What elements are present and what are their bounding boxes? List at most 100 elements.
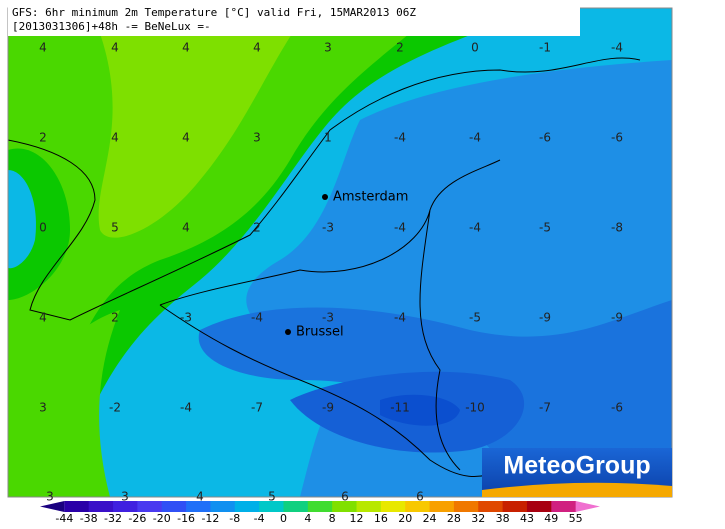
grid-value: -5 [469, 311, 481, 325]
legend-arrow [40, 501, 65, 512]
legend-swatch [453, 501, 479, 512]
legend-swatch [283, 501, 309, 512]
grid-value: -4 [469, 131, 481, 145]
grid-value: -10 [465, 401, 485, 415]
grid-value: -1 [539, 41, 551, 55]
legend-swatch [332, 501, 358, 512]
grid-value: -3 [180, 311, 192, 325]
grid-value: 3 [253, 131, 261, 145]
grid-value: 4 [253, 41, 261, 55]
legend-swatch [259, 501, 284, 512]
legend-swatch [380, 501, 406, 512]
legend-swatch [307, 501, 333, 512]
grid-value: 1 [324, 131, 332, 145]
header-line: GFS: 6hr minimum 2m Temperature [°C] val… [12, 6, 416, 19]
legend-tick-label: -44 [55, 512, 73, 525]
legend-tick-label: 24 [423, 512, 437, 525]
grid-value: 4 [111, 131, 119, 145]
legend-tick-label: -12 [201, 512, 219, 525]
legend-swatch [64, 501, 90, 512]
grid-value: 2 [253, 221, 261, 235]
grid-value: -3 [322, 221, 334, 235]
grid-value: -4 [394, 131, 406, 145]
grid-value: 4 [182, 131, 190, 145]
grid-value: 4 [111, 41, 119, 55]
legend-swatch [356, 501, 382, 512]
grid-value: -4 [394, 221, 406, 235]
legend-swatch [88, 501, 114, 512]
legend-tick-label: 38 [496, 512, 510, 525]
grid-value: -9 [611, 311, 623, 325]
grid-value: 6 [341, 490, 349, 504]
legend-tick-label: 43 [520, 512, 534, 525]
grid-value: 4 [39, 41, 47, 55]
legend-tick-label: -32 [104, 512, 122, 525]
grid-value: -4 [180, 401, 192, 415]
grid-value: 3 [39, 401, 47, 415]
legend-tick-label: 20 [398, 512, 412, 525]
header-box [8, 6, 580, 36]
legend-tick-label: -16 [177, 512, 195, 525]
grid-value: -11 [390, 401, 410, 415]
grid-value: 2 [111, 311, 119, 325]
grid-value: -4 [611, 41, 623, 55]
legend-swatch [113, 501, 138, 512]
city-label: Brussel [296, 325, 344, 340]
legend-tick-label: 0 [280, 512, 287, 525]
grid-value: -9 [322, 401, 334, 415]
legend-swatch [551, 501, 577, 512]
grid-value: -9 [539, 311, 551, 325]
legend-swatch [429, 501, 455, 512]
legend-tick-label: 16 [374, 512, 388, 525]
legend-swatch [405, 501, 431, 512]
logo-text: MeteoGroup [503, 452, 650, 480]
legend-tick-label: 32 [471, 512, 485, 525]
borders [8, 57, 641, 478]
city-dot [285, 329, 291, 335]
grid-value: 5 [268, 490, 276, 504]
grid-value: 0 [39, 221, 47, 235]
grid-value: -2 [109, 401, 121, 415]
grid-value: 4 [39, 311, 47, 325]
legend-swatch [137, 501, 163, 512]
legend-tick-label: 49 [544, 512, 558, 525]
legend-tick-label: -26 [128, 512, 146, 525]
grid-value: 3 [324, 41, 332, 55]
legend-swatch [161, 501, 187, 512]
legend-tick-label: 4 [304, 512, 311, 525]
grid-value: -4 [251, 311, 263, 325]
legend-tick-label: -20 [153, 512, 171, 525]
legend-tick-label: -4 [254, 512, 265, 525]
logo: MeteoGroup [482, 448, 672, 497]
grid-value: -4 [469, 221, 481, 235]
grid-value: 4 [182, 221, 190, 235]
legend-arrow [575, 501, 600, 512]
grid-value: -6 [611, 131, 623, 145]
legend-swatch [210, 501, 236, 512]
grid-value: -4 [394, 311, 406, 325]
grid-value: -7 [539, 401, 551, 415]
grid-value: 2 [396, 41, 404, 55]
legend-tick-label: 55 [569, 512, 583, 525]
grid-value: 4 [196, 490, 204, 504]
grid-value: -7 [251, 401, 263, 415]
city-label: Amsterdam [333, 190, 408, 205]
grid-value: -3 [322, 311, 334, 325]
header-line: [2013031306]+48h -= BeNeLux =- [12, 20, 211, 33]
legend-swatch [186, 501, 211, 512]
city-dot [322, 194, 328, 200]
legend-tick-label: 12 [350, 512, 364, 525]
grid-value: -5 [539, 221, 551, 235]
grid-value: -6 [539, 131, 551, 145]
legend-tick-label: -38 [80, 512, 98, 525]
grid-value: 2 [39, 131, 47, 145]
grid-value: -8 [611, 221, 623, 235]
grid-value: -6 [611, 401, 623, 415]
grid-value: 3 [46, 490, 54, 504]
grid-value: 0 [471, 41, 479, 55]
grid-value: 3 [121, 490, 129, 504]
grid-value: 4 [182, 41, 190, 55]
legend-swatch [526, 501, 552, 512]
legend-tick-label: 8 [329, 512, 336, 525]
